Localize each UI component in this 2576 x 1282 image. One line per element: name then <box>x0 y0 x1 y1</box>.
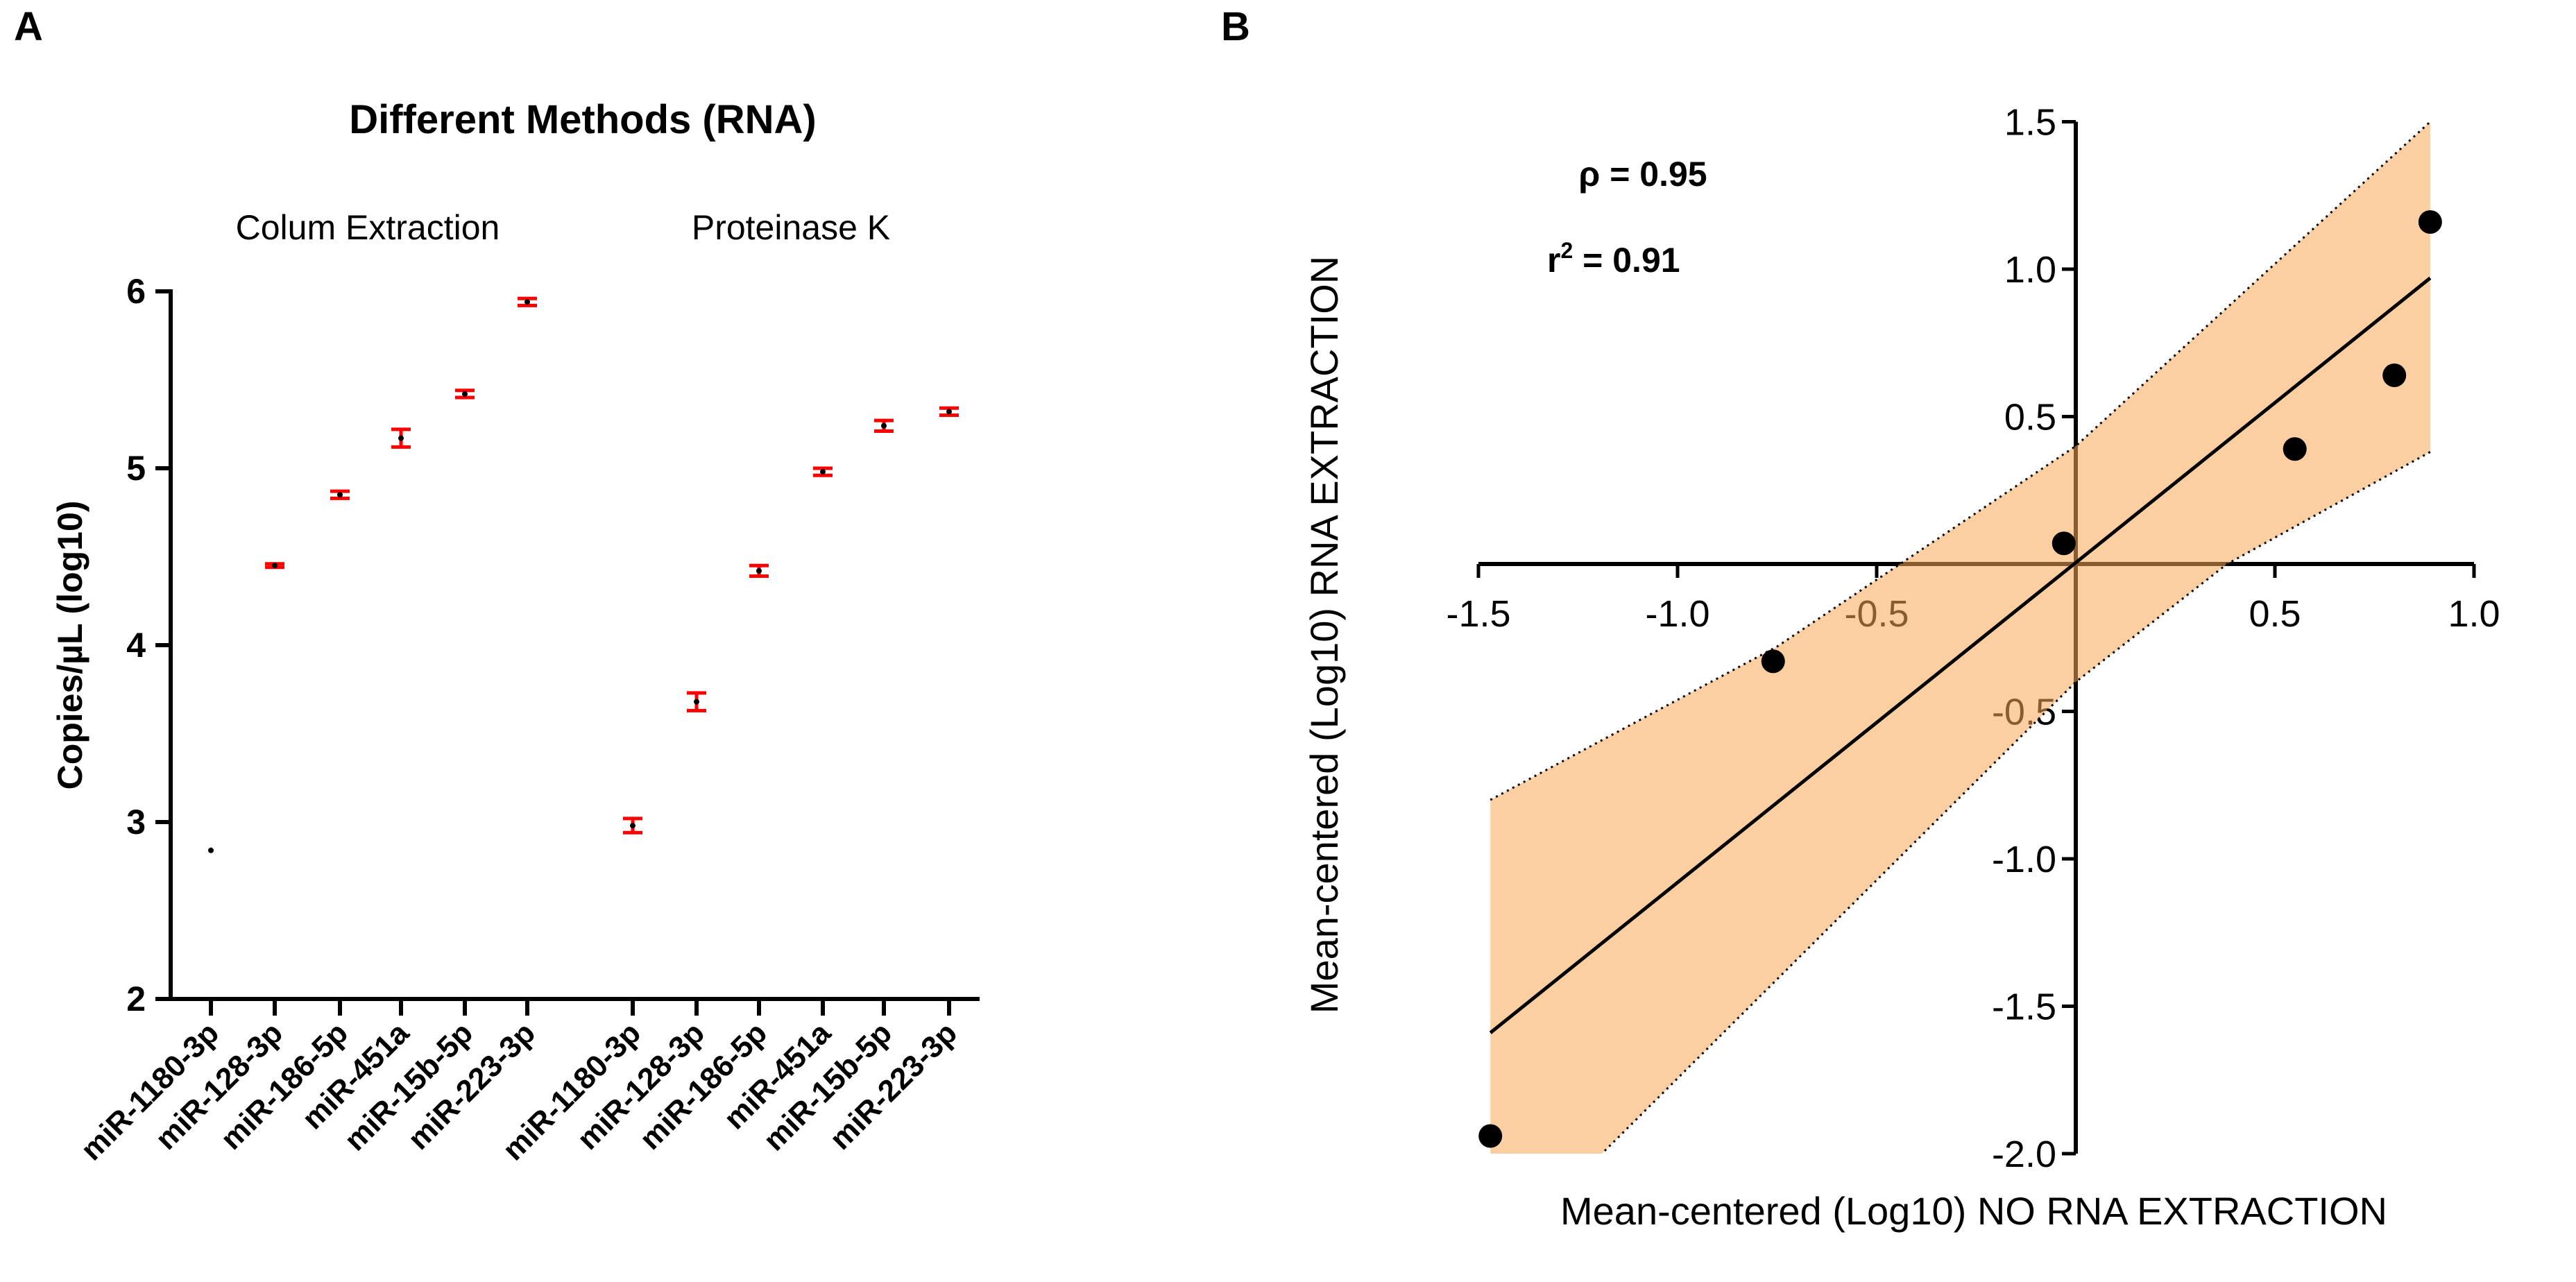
x-tick-label: 1.0 <box>2448 593 2500 635</box>
rho-annotation: ρ = 0.95 <box>1578 155 1707 194</box>
data-point <box>946 409 952 415</box>
y-tick-label: 1.5 <box>2004 102 2056 144</box>
chart-b: -1.5-1.0-0.50.51.0-2.0-1.5-1.0-0.50.51.0… <box>1302 102 2500 1233</box>
data-point <box>2283 437 2307 461</box>
data-point <box>2052 531 2076 556</box>
r2-value: = 0.91 <box>1573 241 1680 280</box>
y-tick-label: 2 <box>126 980 146 1018</box>
data-point <box>694 699 699 705</box>
y-tick-label: 4 <box>126 626 146 665</box>
x-tick-label: 0.5 <box>2249 593 2301 635</box>
r2-prefix: r <box>1547 241 1560 280</box>
y-tick-label: -1.0 <box>1992 839 2056 880</box>
data-point <box>820 469 826 475</box>
x-tick-label: -1.0 <box>1645 593 1709 635</box>
y-tick-label: -1.5 <box>1992 986 2056 1028</box>
data-point <box>524 299 530 305</box>
y-tick-label: 1.0 <box>2004 249 2056 291</box>
data-point <box>208 847 214 853</box>
data-point <box>398 435 404 441</box>
y-tick-label: 0.5 <box>2004 397 2056 438</box>
data-point <box>881 422 887 429</box>
chart-b-xlabel: Mean-centered (Log10) NO RNA EXTRACTION <box>1560 1189 2387 1233</box>
data-point <box>1478 1124 1503 1148</box>
chart-b-ylabel: Mean-centered (Log10) RNA EXTRACTION <box>1302 256 1346 1014</box>
data-point <box>630 823 636 829</box>
ci-upper-line <box>1490 121 2431 801</box>
data-point <box>2382 364 2407 387</box>
chart-a-ylabel: Copies/µL (log10) <box>51 501 89 790</box>
y-tick-label: -2.0 <box>1992 1134 2056 1175</box>
confidence-band <box>1490 121 2430 1154</box>
chart-a: Different Methods (RNA) Colum Extraction… <box>51 97 980 1167</box>
y-tick-label: 3 <box>126 803 146 841</box>
data-point <box>756 567 762 574</box>
y-tick-label: 6 <box>126 272 146 311</box>
data-point <box>337 492 343 498</box>
data-point <box>272 563 278 569</box>
panel-label-b: B <box>1221 4 1250 49</box>
panel-label-a: A <box>14 4 43 49</box>
chart-a-title: Different Methods (RNA) <box>349 97 816 142</box>
data-point <box>1761 649 1785 674</box>
regression-line <box>1489 276 2432 1034</box>
data-point <box>2418 210 2442 234</box>
r2-superscript: 2 <box>1560 238 1573 263</box>
group-label-proteinase: Proteinase K <box>692 208 890 247</box>
data-point <box>462 391 468 397</box>
r2-annotation: r2 = 0.91 <box>1547 238 1680 280</box>
x-tick-label: -1.5 <box>1446 593 1510 635</box>
group-label-colum: Colum Extraction <box>236 208 500 247</box>
y-tick-label: 5 <box>126 449 146 488</box>
